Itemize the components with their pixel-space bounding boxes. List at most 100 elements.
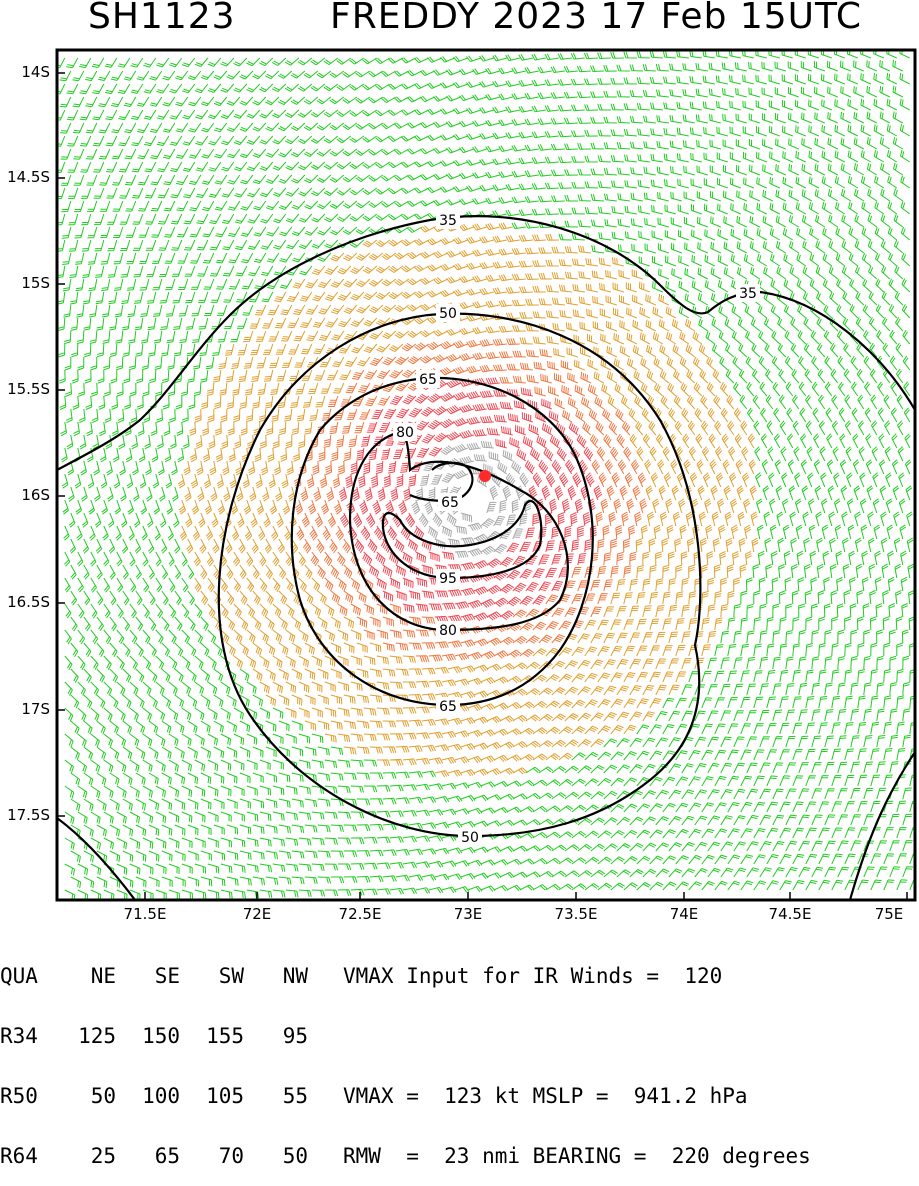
- wind-barb: [115, 331, 122, 343]
- wind-barb: [166, 305, 175, 316]
- wind-barb: [719, 525, 725, 539]
- wind-barb: [822, 74, 832, 84]
- wind-barb: [422, 591, 434, 599]
- wind-barb: [304, 175, 318, 183]
- wind-barb: [286, 604, 294, 617]
- wind-barb: [507, 597, 521, 606]
- wind-barb: [656, 817, 669, 825]
- wind-barb: [330, 175, 344, 182]
- wind-barb: [461, 666, 475, 673]
- wind-barb: [91, 357, 97, 370]
- wind-barb: [370, 695, 382, 703]
- wind-barb: [189, 149, 201, 158]
- wind-barb: [627, 308, 637, 319]
- wind-barb: [389, 240, 403, 246]
- wind-barb: [74, 422, 80, 436]
- wind-barb: [643, 738, 655, 747]
- wind-barb: [292, 201, 305, 209]
- wind-barb: [247, 812, 258, 821]
- wind-barb: [715, 591, 722, 604]
- wind-barb: [647, 345, 656, 357]
- wind-barb: [331, 773, 343, 781]
- wind-barb: [546, 701, 560, 708]
- wind-barb: [338, 318, 351, 327]
- wind-barb: [496, 439, 507, 448]
- wind-barb: [716, 76, 728, 85]
- wind-barb: [273, 786, 284, 795]
- wind-barb: [188, 97, 201, 106]
- wind-barb: [546, 727, 560, 734]
- wind-barb: [292, 721, 302, 731]
- wind-barb: [253, 175, 266, 184]
- wind-barb: [221, 604, 228, 618]
- wind-barb: [175, 643, 183, 656]
- wind-barb: [315, 513, 322, 527]
- row-name: R34: [0, 1026, 66, 1046]
- wind-barb: [149, 877, 159, 887]
- wind-barb: [403, 785, 417, 791]
- wind-barb: [292, 825, 304, 833]
- wind-barb: [656, 552, 662, 565]
- wind-barb: [773, 737, 783, 747]
- wind-barb: [814, 61, 824, 71]
- wind-barb: [208, 786, 218, 797]
- wind-barb: [883, 591, 889, 605]
- wind-barb: [617, 659, 629, 669]
- wind-barb: [747, 604, 754, 617]
- wind-barb: [617, 116, 630, 123]
- wind-barb: [145, 188, 156, 198]
- wind-barb: [298, 110, 312, 117]
- wind-barb: [135, 318, 143, 330]
- wind-barb: [416, 862, 430, 868]
- wind-barb: [402, 188, 416, 194]
- wind-barb: [730, 152, 741, 162]
- wind-barb: [332, 448, 338, 461]
- wind-barb: [71, 799, 80, 811]
- wind-barb: [92, 409, 98, 423]
- wind-barb: [809, 525, 815, 539]
- wind-barb: [363, 266, 377, 273]
- wind-barb: [683, 115, 695, 123]
- wind-barb: [78, 864, 88, 875]
- wind-barb: [107, 188, 117, 198]
- wind-barb: [467, 366, 481, 373]
- wind-barb: [441, 393, 455, 402]
- wind-barb: [644, 193, 656, 202]
- wind-barb: [195, 760, 205, 771]
- wind-barb: [66, 58, 78, 68]
- wind-barb: [601, 334, 611, 344]
- wind-barb: [614, 499, 621, 513]
- wind-barb: [143, 812, 153, 823]
- wind-barb: [453, 418, 467, 426]
- wind-barb: [897, 395, 903, 409]
- wind-barb: [115, 500, 121, 514]
- wind-barb: [728, 421, 734, 435]
- wind-barb: [520, 859, 534, 864]
- wind-barb: [267, 253, 279, 262]
- wind-barb: [863, 305, 871, 318]
- wind-barb: [494, 415, 506, 422]
- wind-barb: [493, 185, 507, 191]
- wind-barb: [399, 500, 407, 514]
- wind-barb: [713, 538, 719, 552]
- wind-barb: [188, 71, 201, 80]
- wind-barb: [487, 559, 501, 568]
- wind-barb: [631, 218, 643, 227]
- wind-barb: [729, 447, 735, 461]
- wind-barb: [468, 756, 482, 763]
- wind-barb: [481, 519, 495, 528]
- wind-barb: [455, 653, 469, 660]
- wind-barb: [756, 473, 762, 487]
- wind-barb: [123, 565, 129, 579]
- wind-barb: [370, 799, 383, 805]
- wind-barb: [123, 851, 133, 862]
- wind-barb: [68, 188, 78, 198]
- wind-barb: [406, 513, 415, 527]
- wind-barb: [402, 292, 416, 298]
- wind-barb: [780, 591, 786, 604]
- wind-barb: [208, 864, 219, 873]
- wind-barb: [151, 422, 157, 436]
- wind-barb: [210, 266, 221, 276]
- wind-barb: [798, 578, 804, 592]
- wind-barb: [545, 157, 559, 163]
